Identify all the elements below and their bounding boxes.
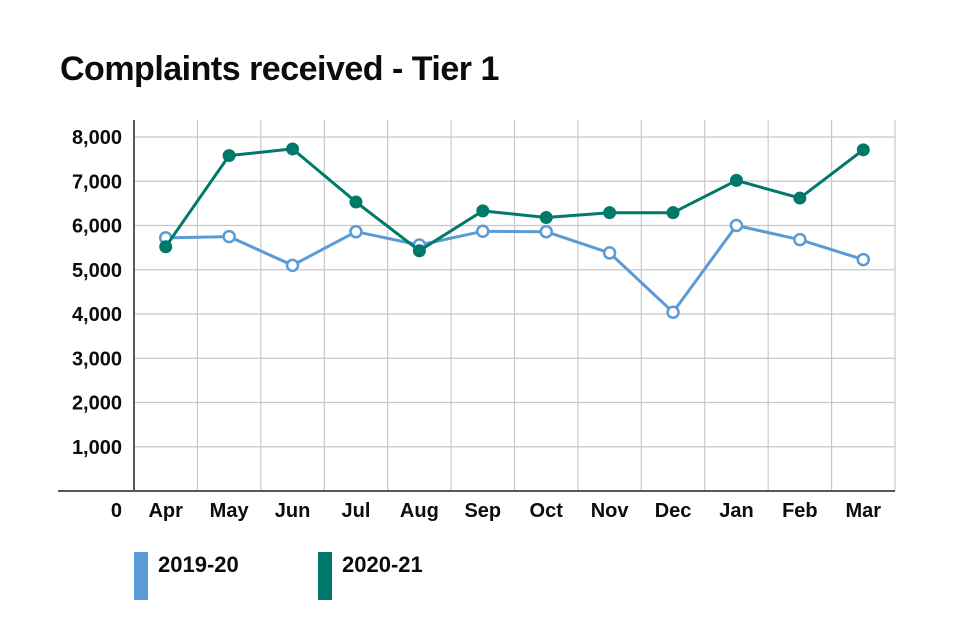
y-tick-label-3: 3,000: [72, 348, 122, 370]
legend-swatch-2019-20: [134, 552, 148, 600]
data-point-2020-21-jul: [349, 195, 363, 209]
chart-title: Complaints received - Tier 1: [60, 50, 499, 88]
data-point-2019-20-feb: [793, 232, 807, 247]
x-tick-label-jun: Jun: [275, 500, 311, 522]
legend-swatch-2020-21: [318, 552, 332, 600]
data-point-2020-21-dec: [666, 206, 680, 220]
y-tick-label-7: 7,000: [72, 171, 122, 193]
data-point-2020-21-oct: [539, 211, 553, 225]
series-2020-21: [159, 142, 870, 258]
data-point-2020-21-aug: [412, 244, 426, 258]
axes: [58, 120, 895, 492]
series-group: [158, 142, 871, 319]
y-tick-label-2: 2,000: [72, 393, 122, 415]
y-axis-tick-labels: 0 1,000 2,000 3,000 4,000 5,000 6,000 7,000 8,00…: [72, 127, 122, 522]
data-point-2019-20-may: [222, 229, 236, 244]
data-point-2020-21-jun: [286, 142, 300, 156]
x-tick-label-feb: Feb: [782, 500, 818, 522]
y-tick-label-8: 8,000: [72, 127, 122, 149]
x-tick-label-oct: Oct: [530, 500, 564, 522]
x-tick-label-aug: Aug: [400, 500, 439, 522]
legend-label-2020-21: 2020-21: [342, 552, 423, 577]
y-tick-label-0: 0: [111, 500, 122, 522]
x-tick-label-may: May: [210, 500, 250, 522]
legend-label-2019-20: 2019-20: [158, 552, 239, 577]
series-line-2020-21: [164, 147, 865, 253]
x-tick-label-sep: Sep: [464, 500, 501, 522]
x-tick-label-apr: Apr: [148, 500, 183, 522]
y-tick-label-1: 1,000: [72, 437, 122, 459]
data-point-2020-21-may: [222, 149, 236, 163]
data-point-2019-20-nov: [602, 246, 617, 260]
x-axis-tick-labels: Apr May Jun Jul Aug Sep Oct Nov Dec Jan Feb Mar: [148, 500, 881, 522]
data-point-2019-20-sep: [476, 224, 490, 239]
x-tick-label-jan: Jan: [719, 500, 753, 522]
series-2019-20: [158, 218, 871, 319]
y-tick-label-6: 6,000: [72, 216, 122, 238]
data-point-2019-20-mar: [856, 252, 871, 267]
data-point-2020-21-mar: [856, 143, 870, 157]
data-point-2020-21-nov: [603, 206, 617, 220]
data-point-2019-20-oct: [539, 224, 553, 239]
grid-lines: [134, 120, 896, 491]
x-tick-label-jul: Jul: [342, 500, 371, 522]
data-point-2019-20-jan: [729, 218, 744, 233]
x-tick-label-nov: Nov: [591, 500, 630, 522]
x-tick-label-dec: Dec: [655, 500, 692, 522]
legend-item-2019-20: 2019-20: [134, 552, 239, 600]
y-tick-label-4: 4,000: [72, 304, 122, 326]
data-point-2020-21-feb: [793, 191, 807, 205]
data-point-2019-20-jul: [349, 224, 363, 239]
data-point-2020-21-sep: [476, 204, 490, 218]
data-point-2020-21-jan: [729, 173, 743, 187]
data-point-2020-21-apr: [159, 240, 173, 254]
y-tick-label-5: 5,000: [72, 260, 122, 282]
data-point-2019-20-dec: [666, 305, 680, 319]
series-line-2019-20: [165, 224, 864, 314]
x-tick-label-mar: Mar: [846, 500, 882, 522]
legend-item-2020-21: 2020-21: [318, 552, 423, 600]
data-point-2019-20-jun: [285, 258, 300, 273]
